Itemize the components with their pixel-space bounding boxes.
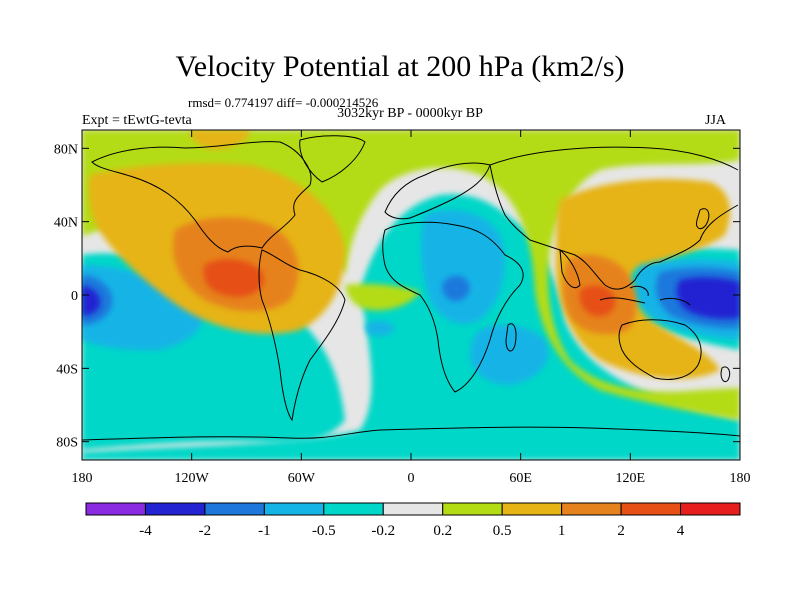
colorbar-label: 1 [558,523,566,539]
colorbar-swatch [501,502,563,516]
colorbar-label: -2 [199,523,212,539]
coastline-asia [489,146,739,290]
colorbar-label: 2 [617,523,625,539]
coastline-indonesia [599,285,691,306]
y-axis: 80N 40N 0 40S 80S [54,142,740,451]
y-tick-label: 0 [71,289,78,304]
contour-negative-light-blue [470,324,549,385]
contour-negative-light-blue [420,210,505,324]
colorbar-label: -0.2 [371,523,395,539]
coastline-greenland [299,135,366,183]
contour-positive-orange [190,130,250,150]
y-tick-label: 40S [56,362,78,377]
colorbar-label: 0.5 [493,523,512,539]
x-tick-label: 180 [72,471,93,486]
coastline-india [559,248,581,289]
colorbar-swatch [323,502,384,516]
stats-line: rmsd= 0.774197 diff= -0.000214526 [188,95,379,110]
contour-negative-dark-blue [676,277,740,319]
coastline-south-america [258,249,346,422]
colorbar-label: 4 [677,523,685,539]
contour-negative-light-blue [365,320,395,336]
x-tick-label: 120W [175,471,210,486]
contour-positive-red-orange [203,259,264,297]
x-tick-label: 0 [408,471,415,486]
colorbar-swatch [442,502,503,516]
contour-positive-red-orange [579,285,616,317]
coastline-north-america [91,141,312,253]
x-tick-label: 60E [509,471,532,486]
colorbar-swatch [204,502,265,516]
colorbar-swatch [85,502,146,516]
coastline-europe [384,162,491,220]
x-tick-label: 60W [288,471,316,486]
y-tick-label: 40N [54,216,78,231]
coastline-new-zealand [720,366,731,383]
coastline-antarctica [82,426,740,441]
colorbar-swatch [561,502,622,516]
y-tick-label: 80S [56,436,78,451]
coastline-australia [618,319,702,380]
colorbar-swatch [382,502,444,516]
colorbar-label: -4 [139,523,152,539]
x-tick-label: 120E [616,471,646,486]
contour-fill [82,130,740,460]
colorbar-label: 0.2 [433,523,452,539]
period-label: 3032kyr BP - 0000kyr BP [337,106,483,121]
coastline-madagascar [505,323,517,352]
chart-title: Velocity Potential at 200 hPa (km2/s) [175,50,625,83]
colorbar-label: -0.5 [312,523,336,539]
experiment-label: Expt = tEwtG-tevta [82,113,192,128]
y-tick-label: 80N [54,142,78,157]
x-tick-label: 180 [730,471,751,486]
colorbar-swatch [263,502,325,516]
contour-positive-yellow-green [345,283,420,311]
colorbar: -4 -2 -1 -0.5 -0.2 0.2 0.5 1 2 4 [85,502,741,539]
colorbar-swatch [620,502,682,516]
coastline-africa [382,221,524,393]
contour-negative-dark-blue [82,285,101,316]
colorbar-label: -1 [258,523,271,539]
contour-negative-blue [442,275,470,302]
coastlines [82,135,740,441]
season-label: JJA [705,113,727,128]
x-axis: 180 120W 60W 0 60E 120E 180 [72,130,751,486]
coastline-japan [696,208,710,230]
contour-negative-cyan [82,194,740,460]
colorbar-swatch [680,502,741,516]
colorbar-swatch [144,502,206,516]
